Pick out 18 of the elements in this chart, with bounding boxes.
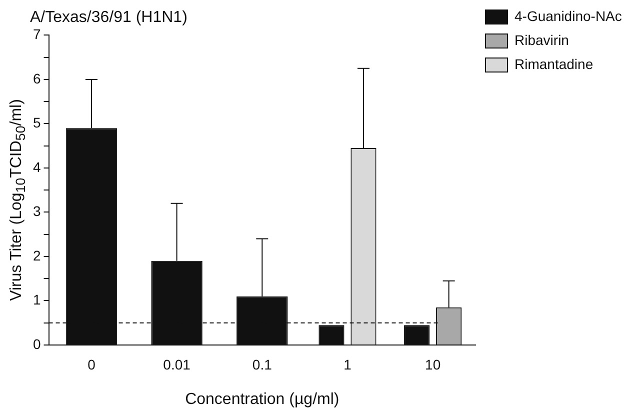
y-tick-label: 2 [32, 247, 41, 264]
x-axis-title: Concentration (µg/ml) [185, 390, 340, 408]
y-tick-label: 0 [32, 336, 41, 352]
y-tick-label: 3 [32, 203, 41, 220]
y-tick-label: 6 [32, 70, 41, 86]
x-tick-label: 0.01 [163, 356, 191, 372]
chart-title: A/Texas/36/91 (H1N1) [30, 9, 188, 26]
y-tick-label: 1 [32, 292, 41, 308]
legend-label: Ribavirin [514, 32, 569, 48]
x-tick-label: 10 [425, 356, 441, 372]
legend-label: 4-Guanidino-NAc [514, 8, 622, 24]
y-tick-label: 5 [32, 114, 41, 131]
y-tick-label: 7 [32, 26, 41, 42]
y-tick-label: 4 [32, 158, 41, 175]
x-tick-label: 0 [88, 356, 96, 372]
x-tick-label: 1 [344, 356, 352, 372]
x-tick-label: 0.1 [252, 356, 272, 372]
legend-label: Rimantadine [514, 56, 594, 72]
